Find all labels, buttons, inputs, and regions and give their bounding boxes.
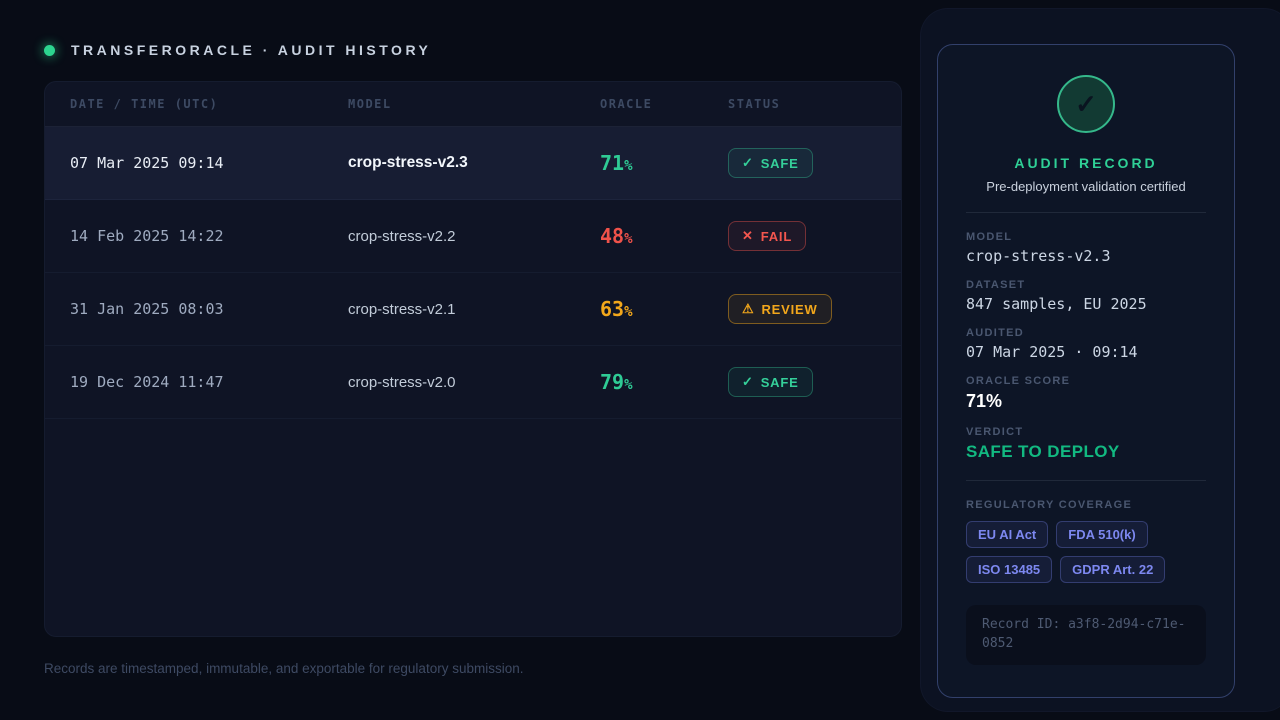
cell-model: crop-stress-v2.2: [348, 227, 456, 245]
footer-note: Records are timestamped, immutable, and …: [44, 661, 524, 676]
status-badge: ✕ FAIL: [728, 221, 807, 251]
cell-oracle-score: 71%: [600, 151, 728, 175]
field-dataset: DATASET 847 samples, EU 2025: [966, 279, 1206, 313]
column-header-status: STATUS: [728, 97, 781, 111]
field-oracle-score: ORACLE SCORE 71%: [966, 375, 1206, 412]
field-value: 847 samples, EU 2025: [966, 295, 1147, 313]
table-row[interactable]: 31 Jan 2025 08:03 crop-stress-v2.1 63% ⚠…: [45, 273, 901, 346]
divider: [966, 480, 1206, 481]
cell-model: crop-stress-v2.3: [348, 154, 468, 171]
status-badge: ✓ SAFE: [728, 148, 813, 178]
field-audited: AUDITED 07 Mar 2025 · 09:14: [966, 327, 1206, 361]
oracle-score-number: 79: [600, 370, 625, 394]
field-model: MODEL crop-stress-v2.3: [966, 231, 1206, 265]
record-title: AUDIT RECORD: [1014, 155, 1158, 171]
cell-oracle-score: 79%: [600, 370, 728, 394]
table-row[interactable]: 19 Dec 2024 11:47 crop-stress-v2.0 79% ✓…: [45, 346, 901, 419]
cell-model: crop-stress-v2.1: [348, 300, 456, 318]
cell-model: crop-stress-v2.0: [348, 373, 456, 391]
field-value: 07 Mar 2025 · 09:14: [966, 343, 1138, 361]
cell-oracle-score: 63%: [600, 297, 728, 321]
divider: [966, 212, 1206, 213]
oracle-score-unit: %: [624, 231, 633, 247]
oracle-score-number: 63: [600, 297, 625, 321]
column-header-datetime: DATE / TIME (UTC): [70, 97, 219, 111]
cell-datetime: 14 Feb 2025 14:22: [70, 227, 224, 245]
status-badge-label: FAIL: [760, 228, 793, 244]
audit-history-table: DATE / TIME (UTC) MODEL ORACLE STATUS 07…: [44, 81, 902, 637]
field-value: SAFE TO DEPLOY: [966, 442, 1120, 461]
field-value: crop-stress-v2.3: [966, 247, 1111, 265]
cell-datetime: 07 Mar 2025 09:14: [70, 154, 224, 172]
regulatory-chip: ISO 13485: [966, 556, 1053, 583]
check-icon: ✓: [742, 374, 754, 389]
regulatory-chip-list: EU AI Act FDA 510(k) ISO 13485 GDPR Art.…: [966, 521, 1206, 583]
field-value: 71%: [966, 391, 1003, 411]
certified-badge: ✓: [1057, 75, 1115, 133]
column-header-model: MODEL: [348, 97, 392, 111]
column-header-oracle: ORACLE: [600, 97, 653, 111]
status-badge: ✓ SAFE: [728, 367, 813, 397]
table-row[interactable]: 07 Mar 2025 09:14 crop-stress-v2.3 71% ✓…: [45, 127, 901, 200]
cell-oracle-score: 48%: [600, 224, 728, 248]
regulatory-coverage-label: REGULATORY COVERAGE: [966, 499, 1133, 511]
app-header: TRANSFERORACLE · AUDIT HISTORY: [44, 42, 431, 58]
oracle-score-unit: %: [624, 158, 633, 174]
oracle-score-number: 71: [600, 151, 625, 175]
field-label: AUDITED: [966, 327, 1024, 339]
field-label: VERDICT: [966, 426, 1024, 438]
cell-datetime: 31 Jan 2025 08:03: [70, 300, 224, 318]
x-icon: ✕: [742, 228, 754, 243]
oracle-score-unit: %: [624, 304, 633, 320]
audit-record-card: ✓ AUDIT RECORD Pre-deployment validation…: [937, 44, 1235, 698]
record-subtitle: Pre-deployment validation certified: [986, 179, 1186, 194]
status-badge-label: SAFE: [760, 374, 799, 390]
status-dot-icon: [44, 44, 55, 56]
field-label: ORACLE SCORE: [966, 375, 1071, 387]
record-id: Record ID: a3f8-2d94-c71e-0852: [966, 605, 1206, 665]
status-badge-label: SAFE: [760, 155, 799, 171]
check-icon: ✓: [742, 155, 754, 170]
page-title: TRANSFERORACLE · AUDIT HISTORY: [71, 42, 432, 58]
regulatory-chip: FDA 510(k): [1056, 521, 1148, 548]
status-badge: ⚠ REVIEW: [728, 294, 832, 324]
cell-datetime: 19 Dec 2024 11:47: [70, 373, 224, 391]
field-verdict: VERDICT SAFE TO DEPLOY: [966, 426, 1206, 462]
status-badge-label: REVIEW: [761, 301, 818, 317]
oracle-score-number: 48: [600, 224, 625, 248]
field-label: MODEL: [966, 231, 1013, 243]
regulatory-chip: GDPR Art. 22: [1060, 556, 1166, 583]
check-icon: ✓: [1075, 89, 1097, 119]
table-header-row: DATE / TIME (UTC) MODEL ORACLE STATUS: [45, 82, 901, 127]
table-row[interactable]: 14 Feb 2025 14:22 crop-stress-v2.2 48% ✕…: [45, 200, 901, 273]
oracle-score-unit: %: [624, 377, 633, 393]
regulatory-chip: EU AI Act: [966, 521, 1049, 548]
warning-icon: ⚠: [742, 301, 755, 316]
field-label: DATASET: [966, 279, 1026, 291]
